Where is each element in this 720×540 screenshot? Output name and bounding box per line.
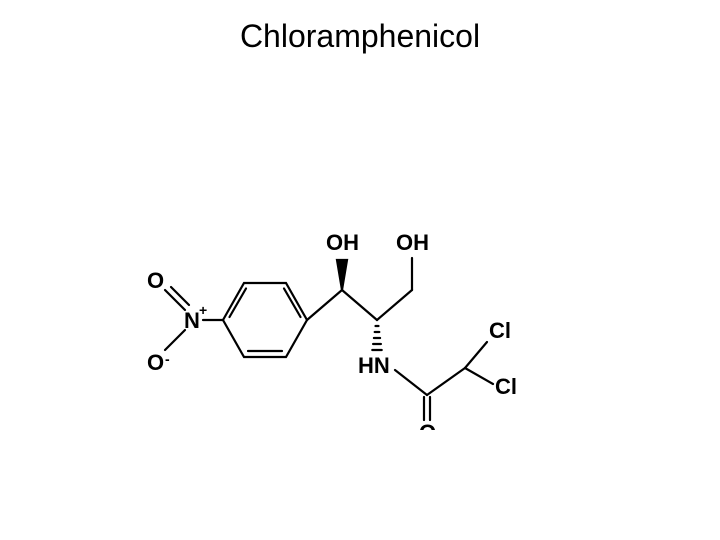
- bond-C10-C11: [427, 368, 465, 395]
- label-N-nitro: N: [184, 308, 200, 333]
- bond-C7-C8: [342, 290, 377, 320]
- label-O-minus: -: [165, 351, 170, 367]
- compound-title: Chloramphenicol: [0, 18, 720, 55]
- label-O-carbonyl: O: [419, 420, 436, 430]
- bond-N-dbl-O: [165, 287, 189, 310]
- benzene-ring: [223, 283, 307, 357]
- label-HN: HN: [358, 353, 390, 378]
- label-O-nitro-neg: O: [147, 350, 164, 375]
- label-O-nitro-double: O: [147, 268, 164, 293]
- bond-N-to-O-neg: [165, 330, 185, 350]
- bond-C11-Cl-down: [465, 368, 493, 384]
- bond-C11-Cl-up: [465, 342, 487, 368]
- label-OH-left: OH: [326, 230, 359, 255]
- compound-title-text: Chloramphenicol: [240, 18, 480, 54]
- bond-N-to-C10: [395, 370, 427, 395]
- hash-C8-N: [372, 326, 381, 350]
- label-OH-right: OH: [396, 230, 429, 255]
- wedge-C7-OH: [337, 260, 347, 290]
- label-N-plus: +: [199, 302, 207, 318]
- bond-C10-dbl-O: [424, 397, 430, 420]
- label-Cl-up: Cl: [489, 318, 511, 343]
- bond-C8-C9: [377, 290, 412, 320]
- bond-ring-to-C7: [307, 290, 342, 320]
- chemical-structure: O N + O - OH HN OH O Cl Cl: [95, 170, 615, 430]
- label-Cl-down: Cl: [495, 374, 517, 399]
